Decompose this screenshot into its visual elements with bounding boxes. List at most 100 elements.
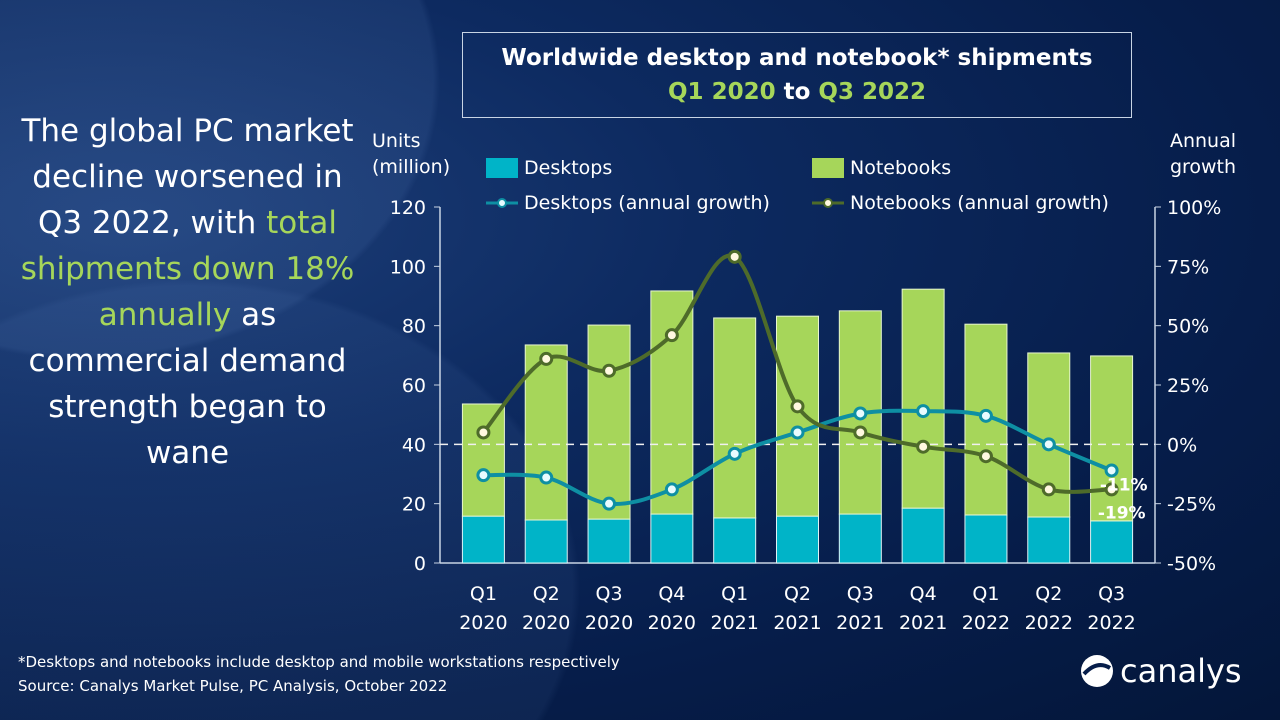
bar-desktops xyxy=(1090,520,1134,564)
notebook-growth-point xyxy=(602,363,617,378)
desktop-growth-point xyxy=(916,404,931,419)
bar-desktops xyxy=(838,513,882,564)
desktop-growth-point xyxy=(1104,463,1119,478)
legend-label: Notebooks (annual growth) xyxy=(850,192,1109,214)
bar-notebooks xyxy=(587,324,631,520)
notebook-growth-point xyxy=(916,439,931,454)
left-tick-label: 80 xyxy=(402,316,426,338)
logo-text: canalys xyxy=(1120,652,1242,690)
bar-desktops xyxy=(461,515,505,564)
x-tick-label: Q3 xyxy=(847,583,874,605)
left-tick-label: 100 xyxy=(390,256,426,278)
bar-notebooks xyxy=(713,317,757,519)
footnote-text: *Desktops and notebooks include desktop … xyxy=(18,653,620,671)
notebook-growth-point xyxy=(853,425,868,440)
notebook-growth-point xyxy=(790,399,805,414)
bar-desktops xyxy=(776,515,819,564)
right-tick-label: -50% xyxy=(1167,553,1216,575)
x-tick-label: Q2 xyxy=(533,583,560,605)
right-axis-title: Annual growth xyxy=(1169,130,1237,178)
x-tick-label: 2022 xyxy=(1025,612,1073,634)
x-tick-label: 2022 xyxy=(962,612,1010,634)
left-tick-label: 20 xyxy=(402,494,426,516)
right-tick-label: 25% xyxy=(1167,375,1209,397)
x-tick-label: Q1 xyxy=(972,583,999,605)
desktop-growth-point xyxy=(539,470,554,485)
annotation-desktop-growth: -11% xyxy=(1100,475,1148,495)
legend-swatch xyxy=(486,158,518,178)
headline-highlight: total shipments down 18% annually xyxy=(20,205,355,333)
desktop-growth-point xyxy=(978,408,993,423)
bar-desktops xyxy=(1027,516,1071,564)
x-tick-label: 2020 xyxy=(459,612,507,634)
legend-label: Desktops (annual growth) xyxy=(524,192,770,214)
footnote: *Desktops and notebooks include desktop … xyxy=(18,650,620,698)
x-tick-label: Q1 xyxy=(470,583,497,605)
legend-swatch xyxy=(812,158,844,178)
left-tick-label: 120 xyxy=(390,197,426,219)
x-tick-label: 2021 xyxy=(836,612,884,634)
left-tick-label: 40 xyxy=(402,434,426,456)
desktop-growth-point xyxy=(790,425,805,440)
right-tick-label: 100% xyxy=(1167,197,1221,219)
right-tick-label: 0% xyxy=(1167,434,1197,456)
headline: The global PC market decline worsened in… xyxy=(20,108,355,476)
annotation-notebook-growth: -19% xyxy=(1098,503,1146,523)
x-tick-label: Q2 xyxy=(784,583,811,605)
x-tick-label: 2022 xyxy=(1087,612,1135,634)
legend-label: Notebooks xyxy=(850,157,952,179)
title-to-word: to xyxy=(783,79,811,105)
x-tick-label: Q4 xyxy=(658,583,685,605)
left-axis-title: Units (million) xyxy=(372,130,451,178)
x-tick-label: 2020 xyxy=(522,612,570,634)
title-from: Q1 2020 xyxy=(668,79,776,105)
desktop-growth-point xyxy=(1041,437,1056,452)
left-tick-label: 60 xyxy=(402,375,426,397)
right-tick-label: -25% xyxy=(1167,494,1216,516)
notebook-growth-point xyxy=(1104,482,1119,497)
x-tick-label: 2021 xyxy=(899,612,947,634)
notebook-growth-point xyxy=(727,249,742,264)
canalys-logo-icon xyxy=(1081,655,1113,687)
chart-title: Worldwide desktop and notebook* shipment… xyxy=(462,32,1132,118)
desktop-growth-point xyxy=(727,446,742,461)
bar-notebooks xyxy=(461,403,505,517)
headline-text: as commercial demand strength began to w… xyxy=(28,297,347,471)
notebook-growth-line xyxy=(481,253,1112,494)
bar-desktops xyxy=(524,519,568,564)
legend-notebook-growth: Notebooks (annual growth) xyxy=(812,192,1109,214)
bar-notebooks xyxy=(776,315,819,517)
bar-notebooks xyxy=(901,288,945,509)
bar-desktops xyxy=(650,513,694,564)
desktop-growth-point xyxy=(853,406,868,421)
notebook-growth-point xyxy=(539,351,554,366)
right-tick-label: 50% xyxy=(1167,316,1209,338)
legend-line-marker xyxy=(812,198,844,208)
legend-label: Desktops xyxy=(524,157,613,179)
desktop-growth-point xyxy=(664,482,679,497)
legend-desktop-growth: Desktops (annual growth) xyxy=(486,192,770,214)
notebook-growth-point xyxy=(1041,482,1056,497)
x-tick-label: Q3 xyxy=(596,583,623,605)
bar-notebooks xyxy=(650,290,694,515)
legend-notebooks: Notebooks xyxy=(812,157,951,179)
headline-text: The global PC market decline worsened in… xyxy=(21,113,354,241)
x-tick-label: 2021 xyxy=(711,612,759,634)
x-tick-label: Q1 xyxy=(721,583,748,605)
bar-notebooks xyxy=(524,344,568,521)
legend-desktops: Desktops xyxy=(486,157,612,179)
x-tick-label: Q4 xyxy=(910,583,937,605)
right-tick-label: 75% xyxy=(1167,256,1209,278)
x-tick-label: Q3 xyxy=(1098,583,1125,605)
title-line1: Worldwide desktop and notebook* shipment… xyxy=(501,45,1093,71)
desktop-growth-point xyxy=(476,468,491,483)
bar-desktops xyxy=(587,518,631,564)
source-text: Source: Canalys Market Pulse, PC Analysi… xyxy=(18,677,448,695)
notebook-growth-point xyxy=(978,449,993,464)
notebook-growth-point xyxy=(664,328,679,343)
x-tick-label: 2020 xyxy=(648,612,696,634)
legend-line-marker xyxy=(486,198,518,208)
x-tick-label: 2021 xyxy=(773,612,821,634)
title-to: Q3 2022 xyxy=(818,79,926,105)
